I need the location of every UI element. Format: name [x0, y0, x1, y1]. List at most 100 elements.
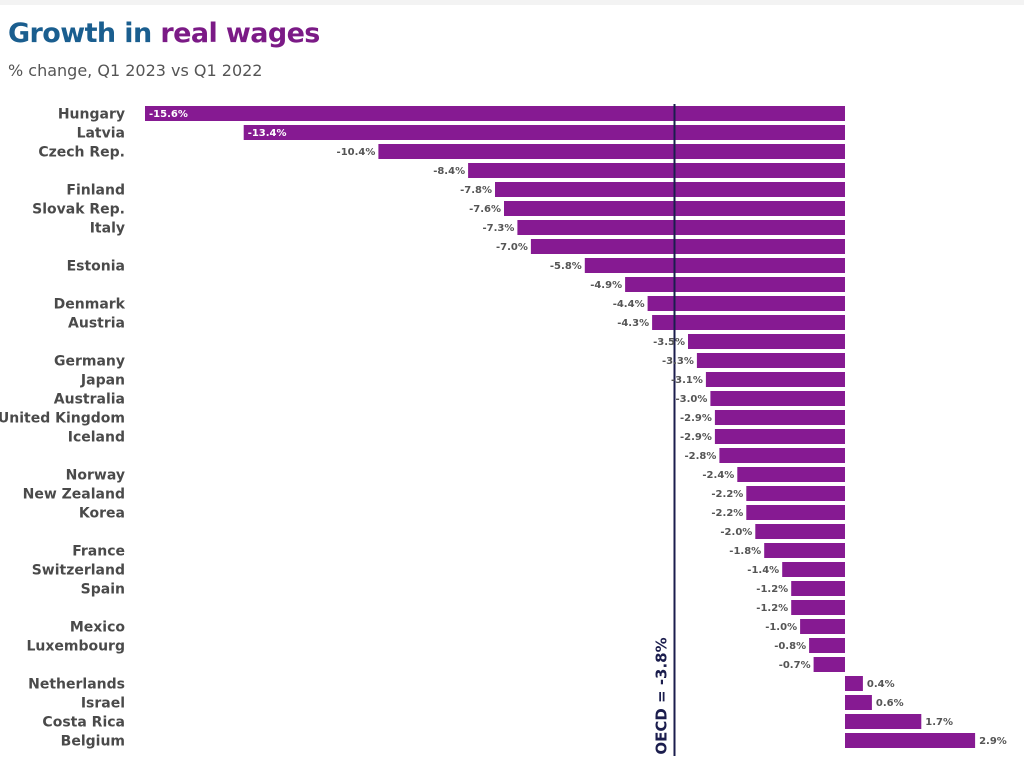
bar [809, 638, 845, 653]
country-label: Iceland [68, 430, 125, 446]
value-label: -2.8% [685, 451, 717, 462]
bar [714, 410, 845, 425]
country-label: Latvia [77, 126, 125, 142]
bar [468, 163, 845, 178]
bar [755, 524, 845, 539]
value-label: -7.6% [469, 204, 501, 215]
country-label: United Kingdom [0, 411, 125, 427]
country-label: Spain [81, 582, 125, 598]
value-label: -2.9% [680, 413, 712, 424]
country-label: Finland [66, 183, 125, 199]
bar [647, 296, 845, 311]
value-label: -3.3% [662, 356, 694, 367]
value-label: -1.2% [756, 603, 788, 614]
chart-title-part2: real wages [160, 18, 320, 49]
value-label: -7.3% [483, 223, 515, 234]
oecd-reference-label: OECD = -3.8% [653, 637, 671, 754]
bar [243, 125, 845, 140]
country-label: Netherlands [28, 677, 125, 693]
bar [145, 106, 845, 121]
bar [845, 676, 863, 691]
country-label: Norway [66, 468, 125, 484]
country-label: New Zealand [23, 487, 125, 503]
bar [791, 581, 845, 596]
category-labels-group: Hungary Latvia Czech Rep. Finland Slovak Rep… [0, 107, 126, 750]
bar [782, 562, 845, 577]
bar [625, 277, 845, 292]
bar [584, 258, 845, 273]
country-label: Estonia [67, 259, 125, 275]
bar [764, 543, 845, 558]
chart-title: Growth in real wages [8, 16, 320, 52]
top-strip [0, 0, 1024, 5]
bar [652, 315, 845, 330]
country-label: Germany [54, 354, 125, 370]
bar [714, 429, 845, 444]
value-label: -10.4% [337, 147, 376, 158]
value-label: -2.9% [680, 432, 712, 443]
country-label: Slovak Rep. [32, 202, 125, 218]
country-label: Australia [54, 392, 125, 408]
value-label: -2.4% [702, 470, 734, 481]
bar [495, 182, 845, 197]
value-label: -1.2% [756, 584, 788, 595]
bar [813, 657, 845, 672]
value-label: -2.2% [711, 508, 743, 519]
country-label: Hungary [58, 107, 125, 123]
value-label: -3.5% [653, 337, 685, 348]
country-label: Luxembourg [26, 639, 125, 655]
bar [517, 220, 845, 235]
value-label: -15.6% [149, 109, 188, 120]
bar [746, 486, 845, 501]
value-label: 1.7% [925, 717, 953, 728]
bar [800, 619, 845, 634]
country-label: Mexico [70, 620, 126, 636]
value-label: -0.8% [774, 641, 806, 652]
value-label: -3.0% [676, 394, 708, 405]
value-label: 0.4% [867, 679, 895, 690]
country-label: Israel [81, 696, 125, 712]
chart-title-part1: Growth in [8, 18, 152, 49]
country-label: Korea [79, 506, 125, 522]
country-label: Switzerland [32, 563, 125, 579]
bar [696, 353, 845, 368]
country-label: Austria [68, 316, 125, 332]
country-label: France [72, 544, 125, 560]
value-label: 2.9% [979, 736, 1007, 747]
bar [710, 391, 845, 406]
bar [845, 733, 976, 748]
bar [746, 505, 845, 520]
bar [530, 239, 845, 254]
value-label: -1.0% [765, 622, 797, 633]
value-label: -4.9% [590, 280, 622, 291]
chart-subtitle: % change, Q1 2023 vs Q1 2022 [8, 61, 263, 80]
country-label: Italy [90, 221, 125, 237]
value-label: -7.0% [496, 242, 528, 253]
bar [737, 467, 845, 482]
value-label: -4.3% [617, 318, 649, 329]
bar [378, 144, 845, 159]
value-labels-group: -15.6% -13.4% -10.4% -8.4% -7.8% -7.6% -7.3% -7… [149, 109, 1007, 747]
value-label: -8.4% [433, 166, 465, 177]
country-label: Belgium [61, 734, 125, 750]
country-label: Japan [80, 373, 125, 389]
value-label: 0.6% [876, 698, 904, 709]
value-label: -0.7% [779, 660, 811, 671]
value-label: -1.4% [747, 565, 779, 576]
bar [705, 372, 845, 387]
value-label: -13.4% [248, 128, 287, 139]
value-label: -7.8% [460, 185, 492, 196]
bar [845, 695, 872, 710]
value-label: -2.0% [720, 527, 752, 538]
value-label: -3.1% [671, 375, 703, 386]
country-label: Denmark [54, 297, 126, 313]
value-label: -5.8% [550, 261, 582, 272]
value-label: -1.8% [729, 546, 761, 557]
bar [845, 714, 922, 729]
bar [719, 448, 845, 463]
country-label: Costa Rica [42, 715, 125, 731]
bars-group [145, 106, 976, 748]
bar [688, 334, 845, 349]
value-label: -2.2% [711, 489, 743, 500]
